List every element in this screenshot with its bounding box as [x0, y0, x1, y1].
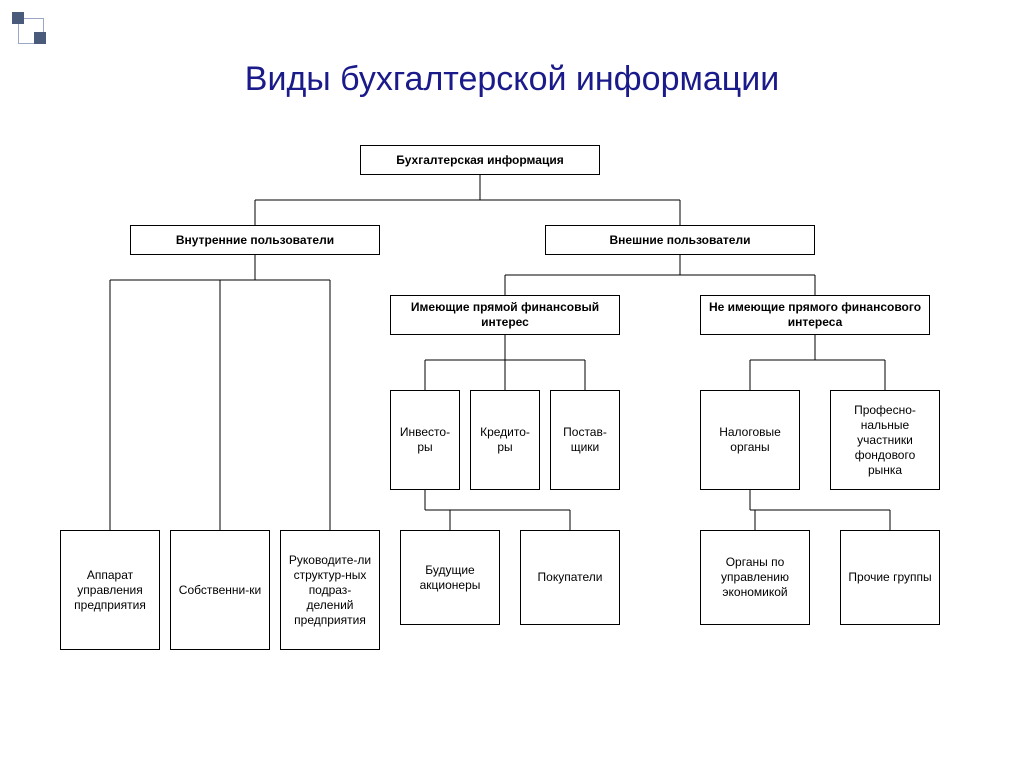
node-direct: Имеющие прямой финансовый интерес — [390, 295, 620, 335]
connector-lines — [0, 0, 1024, 767]
page-title: Виды бухгалтерской информации — [0, 60, 1024, 99]
node-taxorg: Налоговые органы — [700, 390, 800, 490]
node-root: Бухгалтерская информация — [360, 145, 600, 175]
node-future: Будущие акционеры — [400, 530, 500, 625]
node-owners: Собственни-ки — [170, 530, 270, 650]
node-buyers: Покупатели — [520, 530, 620, 625]
node-econorg: Органы по управлению экономикой — [700, 530, 810, 625]
node-investors: Инвесто-ры — [390, 390, 460, 490]
node-creditors: Кредито-ры — [470, 390, 540, 490]
slide: Виды бухгалтерской информации Бухгалтерс… — [0, 0, 1024, 767]
node-apparat: Аппарат управления предприятия — [60, 530, 160, 650]
node-external: Внешние пользователи — [545, 225, 815, 255]
node-indirect: Не имеющие прямого финансового интереса — [700, 295, 930, 335]
node-other: Прочие группы — [840, 530, 940, 625]
node-suppliers: Постав-щики — [550, 390, 620, 490]
node-prof: Професно-нальные участники фондового рын… — [830, 390, 940, 490]
node-managers: Руководите-ли структур-ных подраз-делени… — [280, 530, 380, 650]
node-internal: Внутренние пользователи — [130, 225, 380, 255]
corner-decoration — [12, 12, 52, 52]
